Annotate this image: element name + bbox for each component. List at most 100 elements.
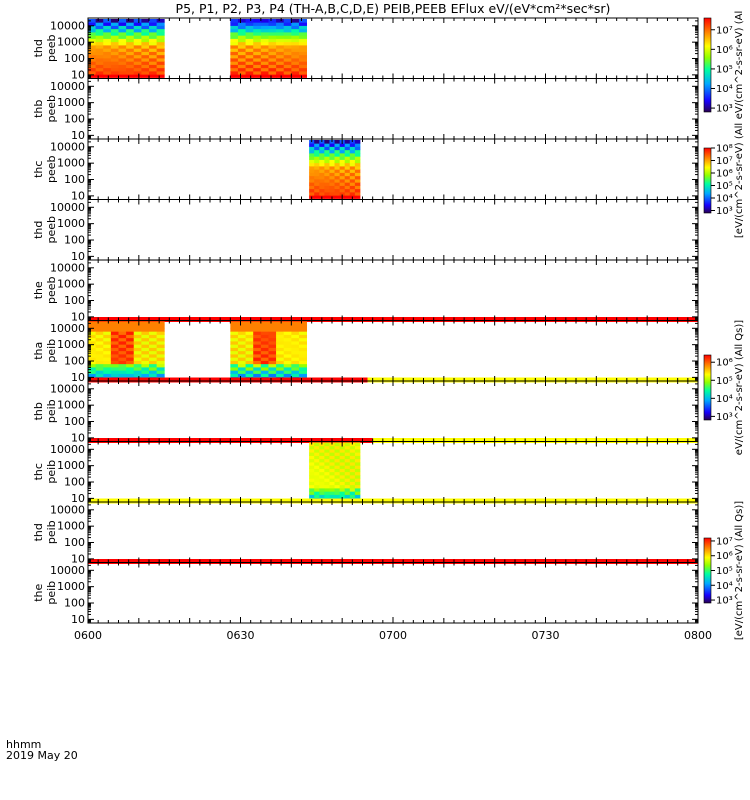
panel-label-species: peib: [45, 520, 58, 544]
spectrogram-cell: [309, 488, 315, 492]
spectrogram-cell: [95, 347, 104, 352]
y-tick-label: 10: [71, 129, 85, 142]
spectrogram-cell: [260, 370, 269, 374]
spectrogram-cell: [276, 363, 285, 368]
spectrogram-cell: [324, 484, 330, 489]
spectrogram-cell: [314, 195, 320, 199]
spectrogram-cell: [354, 458, 361, 463]
spectrogram-cell: [141, 58, 150, 62]
spectrogram-cell: [283, 22, 292, 26]
spectrogram-cell: [260, 363, 269, 368]
spectrogram-cell: [126, 357, 135, 361]
spectrogram-cell: [268, 54, 277, 59]
spectrogram-cell: [110, 350, 119, 355]
colorbar-tick-label: 10⁶: [716, 45, 733, 56]
spectrogram-cell: [118, 28, 127, 33]
spectrogram-cell: [314, 175, 320, 180]
x-tick-label: 0800: [684, 629, 712, 642]
colorbar-tick-label: 10⁷: [716, 536, 733, 547]
spectrogram-cell: [349, 182, 356, 186]
spectrogram-cell: [276, 51, 285, 56]
spectrogram-cell: [103, 38, 112, 43]
spectrogram-cell: [324, 156, 330, 160]
spectrogram-cell: [298, 58, 307, 62]
spectrogram-cell: [344, 458, 351, 463]
spectrogram-cell: [149, 45, 158, 49]
spectrogram-cell: [291, 67, 300, 72]
spectrogram-cell: [95, 344, 104, 348]
spectrogram-cell: [245, 341, 254, 345]
spectrogram-cell: [349, 149, 356, 154]
spectrogram-cell: [245, 328, 254, 332]
spectrogram-cell: [237, 28, 246, 33]
spectrogram-cell: [268, 28, 277, 33]
spectrogram-cell: [283, 341, 292, 345]
spectrogram-cell: [110, 354, 119, 358]
spectrogram-cell: [126, 370, 135, 374]
spectrogram-cell: [253, 357, 262, 361]
spectrogram-cell: [141, 354, 150, 358]
spectrogram-cell: [230, 334, 239, 339]
spectrogram-cell: [88, 48, 97, 52]
colorbar-tick-label: 10³: [716, 206, 733, 217]
spectrogram-cell: [324, 192, 330, 196]
spectrogram-cell: [88, 19, 97, 23]
spectrogram-cell: [298, 354, 307, 358]
spectrogram-cell: [237, 41, 246, 46]
spectrogram-cell: [126, 28, 135, 33]
spectrogram-cell: [349, 449, 356, 453]
spectrogram-cell: [103, 363, 112, 368]
spectrogram-cell: [344, 442, 351, 447]
spectrogram-cell: [149, 321, 158, 326]
spectrogram-cell: [245, 337, 254, 342]
colorbar-tick-label: 10⁵: [716, 566, 733, 577]
spectrogram-cell: [141, 71, 150, 75]
spectrogram-cell: [118, 347, 127, 352]
spectrogram-cell: [349, 172, 356, 177]
spectrogram-cell: [110, 324, 119, 329]
spectrogram-cell: [149, 64, 158, 69]
spectrogram-cell: [141, 328, 150, 332]
spectrogram-cell: [133, 35, 142, 39]
date-label: 2019 May 20: [6, 749, 78, 762]
panel-thd-peib: 10 100 1000 10000 thd peib: [32, 501, 699, 565]
spectrogram-cell: [309, 159, 315, 164]
spectrogram-cell: [291, 357, 300, 361]
spectrogram-cell: [344, 449, 351, 453]
spectrogram-cell: [268, 41, 277, 46]
spectrogram-cell: [237, 54, 246, 59]
spectrogram-cell: [298, 341, 307, 345]
spectrogram-cell: [276, 354, 285, 358]
spectrogram-cell: [149, 61, 158, 65]
spectrogram-cell: [344, 159, 351, 164]
spectrogram-cell: [298, 321, 307, 326]
spectrogram-cell: [253, 19, 262, 23]
spectrogram-cell: [354, 153, 361, 157]
spectrogram-cell: [324, 475, 330, 479]
spectrogram-cell: [276, 61, 285, 65]
spectrogram-cell: [88, 328, 97, 332]
spectrogram-cell: [237, 74, 246, 78]
spectrogram-cell: [88, 367, 97, 371]
spectrogram-cell: [324, 149, 330, 154]
spectrogram-cell: [88, 32, 97, 36]
spectrogram-cell: [339, 475, 346, 479]
spectrogram-cell: [110, 341, 119, 345]
spectrogram-cell: [298, 64, 307, 69]
spectrogram-cell: [126, 350, 135, 355]
spectrogram-cell: [133, 67, 142, 72]
spectrogram-cell: [329, 153, 335, 157]
spectrogram-cell: [324, 140, 330, 144]
spectrogram-cell: [298, 71, 307, 75]
spectrogram-cell: [88, 370, 97, 374]
spectrogram-cell: [354, 149, 361, 154]
spectrogram-cell: [339, 452, 346, 456]
spectrogram-cell: [118, 71, 127, 75]
spectrogram-cell: [268, 22, 277, 26]
spectrogram-cell: [298, 360, 307, 365]
spectrogram-cell: [291, 54, 300, 59]
spectrogram-cell: [314, 166, 320, 170]
spectrogram-cell: [291, 341, 300, 345]
colorbar-gradient: [703, 537, 712, 604]
spectrogram-cell: [149, 54, 158, 59]
